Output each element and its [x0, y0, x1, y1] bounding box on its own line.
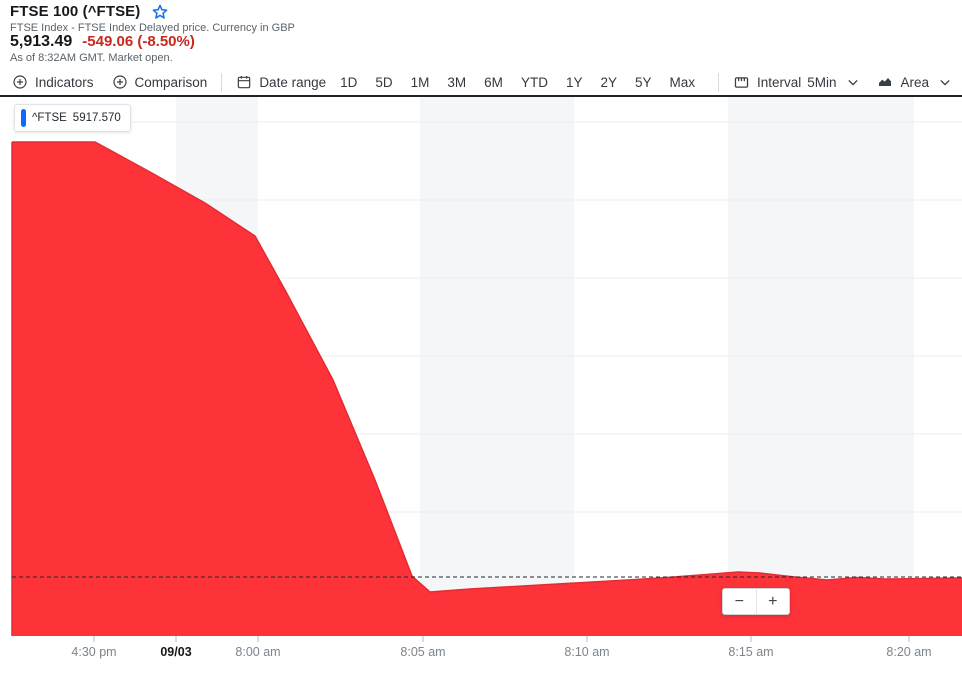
series-color-bar	[21, 109, 26, 127]
instrument-subtitle: FTSE Index - FTSE Index Delayed price. C…	[10, 22, 295, 34]
date-range-button[interactable]: Date range	[236, 74, 326, 90]
range-button-5d[interactable]: 5D	[375, 74, 393, 90]
range-button-2y[interactable]: 2Y	[600, 74, 617, 90]
chart-toolbar: Indicators Comparison Date range 1D 5D 1M 3…	[12, 69, 962, 95]
price-area	[12, 142, 962, 636]
range-button-1m[interactable]: 1M	[410, 74, 430, 90]
as-of-status: As of 8:32AM GMT. Market open.	[10, 52, 173, 64]
zoom-controls: − +	[722, 588, 790, 615]
chevron-down-icon	[940, 79, 950, 86]
legend-symbol: ^FTSE	[32, 112, 67, 124]
page-title: FTSE 100 (^FTSE)	[10, 3, 141, 20]
indicators-label: Indicators	[35, 74, 94, 90]
chevron-down-icon	[847, 79, 858, 86]
interval-ruler-icon	[734, 76, 749, 88]
zoom-out-button[interactable]: −	[723, 589, 757, 614]
toolbar-divider	[221, 72, 223, 92]
price-line	[12, 141, 962, 593]
axis-tick-label: 8:20 am	[886, 645, 932, 659]
range-button-1d[interactable]: 1D	[340, 74, 358, 90]
axis-tick-label: 8:00 am	[235, 645, 281, 659]
toolbar-divider	[718, 72, 719, 92]
symbol-legend: ^FTSE 5917.570	[14, 104, 131, 132]
interval-label: Interval	[757, 74, 802, 90]
range-buttons: 1D 5D 1M 3M 6M YTD 1Y 2Y 5Y Max	[331, 75, 704, 90]
comparison-label: Comparison	[134, 74, 208, 90]
interval-value: 5Min	[807, 74, 837, 90]
range-button-5y[interactable]: 5Y	[634, 74, 652, 90]
axis-tick-label: 8:10 am	[564, 645, 610, 659]
interval-dropdown[interactable]: Interval 5Min	[733, 74, 858, 91]
circle-plus-icon	[13, 75, 27, 89]
range-button-3m[interactable]: 3M	[447, 74, 467, 90]
chart-type-dropdown[interactable]: Area	[876, 74, 951, 90]
range-button-ytd[interactable]: YTD	[520, 74, 548, 90]
range-button-1y[interactable]: 1Y	[565, 74, 583, 90]
date-range-label: Date range	[259, 74, 327, 90]
axis-tick-label: 09/03	[160, 645, 192, 659]
range-button-6m[interactable]: 6M	[484, 74, 503, 90]
legend-value: 5917.570	[72, 112, 121, 124]
axis-tick-label: 8:05 am	[400, 645, 446, 659]
star-outline-icon	[153, 4, 168, 19]
axis-tick-label: 8:15 am	[728, 645, 774, 659]
comparison-button[interactable]: Comparison	[112, 74, 208, 90]
range-button-max[interactable]: Max	[669, 74, 695, 90]
watchlist-star-button[interactable]	[151, 3, 169, 21]
chart-type-label: Area	[900, 74, 930, 90]
last-price: 5,913.49	[10, 33, 73, 50]
session-band	[728, 97, 914, 636]
price-change: -549.06 (-8.50%)	[82, 33, 195, 50]
circle-plus-icon	[112, 75, 127, 89]
indicators-button[interactable]: Indicators	[12, 74, 94, 90]
zoom-in-button[interactable]: +	[768, 592, 778, 610]
area-chart-icon	[878, 78, 891, 86]
axis-tick-label: 4:30 pm	[71, 645, 117, 659]
calendar-icon	[238, 76, 251, 89]
session-band	[420, 97, 574, 636]
chart-top-border	[0, 95, 962, 97]
